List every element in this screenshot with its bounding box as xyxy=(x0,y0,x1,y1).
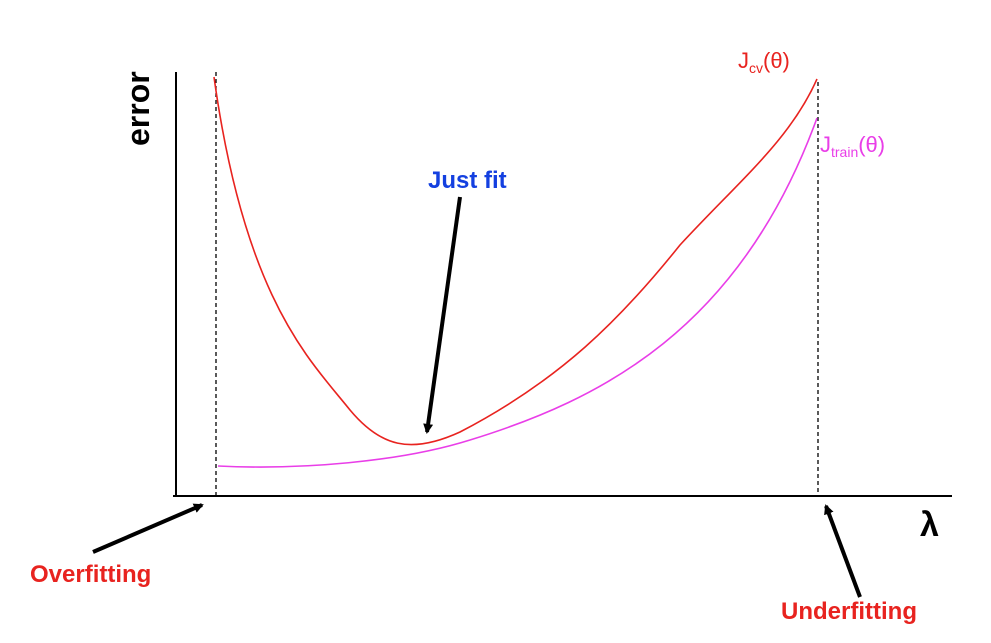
cv-curve-label: Jcv(θ) xyxy=(738,48,790,76)
just-fit-label: Just fit xyxy=(428,167,507,194)
underfitting-label: Underfitting xyxy=(781,598,917,625)
cv-label-suffix: (θ) xyxy=(763,48,790,73)
y-axis-label: error xyxy=(120,71,156,146)
train-label-sub: train xyxy=(831,144,859,160)
overfitting-label: Overfitting xyxy=(30,561,152,588)
overfitting-arrow xyxy=(92,503,204,554)
train-curve-label: Jtrain(θ) xyxy=(820,132,886,160)
cv-label-sub: cv xyxy=(749,60,763,76)
train-error-curve xyxy=(217,117,818,468)
x-axis-label: λ xyxy=(920,506,939,544)
just-fit-arrow xyxy=(423,196,462,434)
cv-error-curve xyxy=(213,76,818,446)
train-label-suffix: (θ) xyxy=(858,132,886,157)
train-label-main: J xyxy=(820,132,831,157)
cv-label-main: J xyxy=(738,48,749,73)
underfitting-arrow xyxy=(824,504,862,598)
